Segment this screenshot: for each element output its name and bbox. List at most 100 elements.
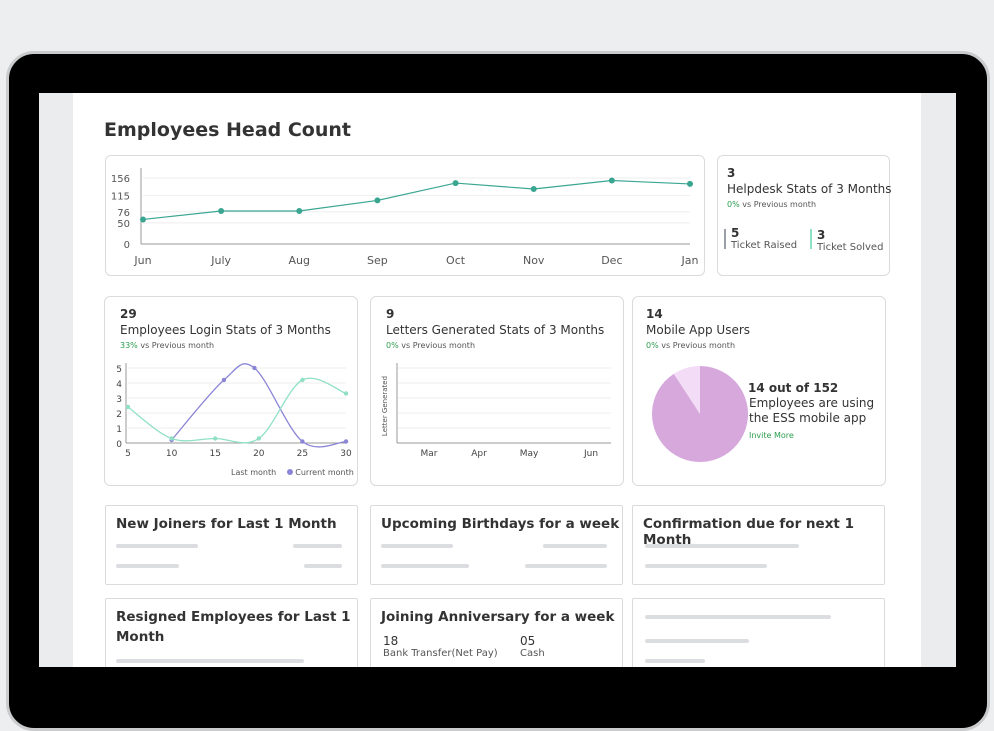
birthdays-card: Upcoming Birthdays for a week — [370, 505, 623, 585]
data-point — [300, 439, 305, 444]
dashboard-page: Employees Head Count 156 115 76 50 0 Jun July A… — [73, 93, 921, 667]
x-tick-label: Jun — [133, 254, 151, 267]
ticket-raised-label: Ticket Raised — [731, 240, 798, 251]
login-count: 29 — [120, 307, 137, 321]
data-point — [140, 216, 146, 223]
y-tick-label: 0 — [116, 440, 122, 450]
delta-percent: 33% — [120, 341, 138, 350]
placeholder-bar — [645, 564, 767, 568]
legend-last-month: Last month — [231, 468, 277, 477]
resigned-title-line1: Resigned Employees for Last 1 — [116, 609, 351, 625]
placeholder-bar — [645, 544, 799, 548]
data-point — [169, 436, 174, 441]
x-tick-label: 15 — [209, 449, 220, 459]
ticket-solved-divider — [810, 229, 812, 249]
login-title: Employees Login Stats of 3 Months — [120, 323, 331, 337]
data-point — [374, 197, 381, 204]
ticket-raised-divider — [724, 229, 726, 249]
placeholder-bar — [116, 659, 304, 663]
x-tick-label: Oct — [446, 254, 466, 267]
x-tick-label: Nov — [523, 254, 545, 267]
delta-text: vs Previous month — [661, 341, 736, 350]
chart-legend: Last month Current month — [231, 468, 354, 477]
letters-title: Letters Generated Stats of 3 Months — [386, 323, 605, 337]
bank-transfer-count: 18 — [383, 634, 399, 648]
new-joiners-card: New Joiners for Last 1 Month — [105, 505, 358, 585]
data-point — [300, 377, 305, 383]
y-tick-label: 5 — [116, 365, 122, 375]
data-point — [343, 439, 349, 444]
helpdesk-delta: 0% vs Previous month — [727, 200, 816, 209]
letters-delta: 0% vs Previous month — [386, 341, 475, 350]
login-series-line — [171, 363, 347, 448]
invite-more-link[interactable]: Invite More — [749, 431, 794, 440]
x-tick-label: Mar — [421, 449, 438, 459]
anniversary-card: Joining Anniversary for a week 18 Bank T… — [370, 598, 623, 667]
data-point — [687, 180, 693, 187]
resigned-title-line2: Month — [116, 629, 165, 645]
bank-transfer-label: Bank Transfer(Net Pay) — [383, 648, 498, 659]
headcount-chart-card: 156 115 76 50 0 Jun July Aug Sep Oct Nov Dec Jan — [105, 155, 705, 276]
delta-text: vs Previous month — [742, 200, 817, 209]
data-point — [213, 436, 218, 441]
helpdesk-card: 3 Helpdesk Stats of 3 Months 0% vs Previ… — [717, 155, 892, 276]
x-tick-label: 5 — [125, 449, 131, 459]
mobile-count: 14 — [646, 307, 663, 321]
pie-slice — [652, 366, 748, 462]
mobile-users-pie — [652, 366, 748, 462]
mobile-delta: 0% vs Previous month — [646, 341, 735, 350]
data-point — [296, 208, 303, 214]
data-point — [252, 365, 257, 371]
placeholder-bar — [645, 615, 831, 619]
y-tick-label: 4 — [116, 380, 122, 390]
y-axis-label: Letter Generated — [381, 376, 389, 436]
x-tick-label: May — [520, 449, 539, 459]
anniversary-title: Joining Anniversary for a week — [381, 609, 615, 625]
login-series-line — [127, 377, 347, 444]
x-tick-label: 30 — [340, 449, 352, 459]
data-point — [343, 391, 349, 396]
data-point — [125, 404, 131, 410]
x-tick-label: 20 — [253, 449, 265, 459]
ticket-solved-count: 3 — [817, 228, 826, 242]
login-delta: 33% vs Previous month — [120, 341, 214, 350]
mobile-summary: 14 out of 152 — [748, 381, 839, 395]
y-tick-label: 156 — [111, 174, 130, 185]
letters-count: 9 — [386, 307, 395, 321]
data-point — [218, 208, 225, 214]
y-tick-label: 115 — [111, 191, 130, 202]
placeholder-bar — [645, 639, 749, 643]
data-point — [608, 177, 615, 184]
placeholder-bar — [381, 564, 469, 568]
legend-dot-icon — [286, 469, 293, 475]
data-point — [221, 377, 227, 383]
delta-percent: 0% — [386, 341, 399, 350]
screen: Employees Head Count 156 115 76 50 0 Jun July A… — [39, 93, 956, 667]
confirmation-card: Confirmation due for next 1 Month — [632, 505, 885, 585]
helpdesk-title: Helpdesk Stats of 3 Months — [727, 182, 892, 196]
x-tick-label: Jan — [681, 254, 699, 267]
placeholder-bar — [645, 659, 705, 663]
x-tick-label: Aug — [289, 254, 310, 267]
helpdesk-count: 3 — [727, 166, 736, 180]
x-tick-label: July — [210, 254, 231, 267]
x-tick-label: 25 — [297, 449, 308, 459]
delta-text: vs Previous month — [401, 341, 476, 350]
x-tick-label: 10 — [166, 449, 178, 459]
cash-label: Cash — [520, 648, 545, 659]
data-point — [452, 180, 459, 187]
x-tick-label: Apr — [471, 449, 487, 459]
cash-count: 05 — [520, 634, 536, 648]
headcount-series-line — [142, 179, 691, 221]
delta-percent: 0% — [727, 200, 740, 209]
placeholder-bar — [304, 564, 342, 568]
mobile-users-card: 14 Mobile App Users 0% vs Previous month… — [632, 296, 886, 486]
login-stats-card: 29 Employees Login Stats of 3 Months 33%… — [104, 296, 358, 486]
letters-stats-card: 9 Letters Generated Stats of 3 Months 0%… — [370, 296, 624, 486]
letters-chart: Letter Generated Mar Apr May Jun — [381, 363, 611, 459]
y-tick-label: 50 — [117, 219, 130, 230]
mobile-title: Mobile App Users — [646, 323, 751, 337]
x-tick-label: Sep — [367, 254, 388, 267]
